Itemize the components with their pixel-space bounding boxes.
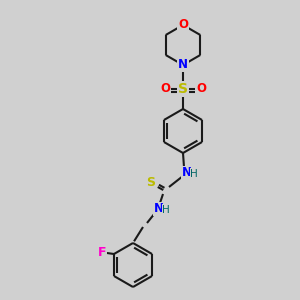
Text: O: O [178, 19, 188, 32]
Text: N: N [154, 202, 164, 215]
Text: H: H [162, 205, 170, 215]
Text: N: N [182, 167, 192, 179]
Text: O: O [196, 82, 206, 95]
Text: H: H [190, 169, 198, 179]
Text: S: S [146, 176, 155, 190]
Text: F: F [98, 245, 106, 259]
Text: N: N [178, 58, 188, 71]
Text: O: O [160, 82, 170, 95]
Text: S: S [178, 82, 188, 96]
